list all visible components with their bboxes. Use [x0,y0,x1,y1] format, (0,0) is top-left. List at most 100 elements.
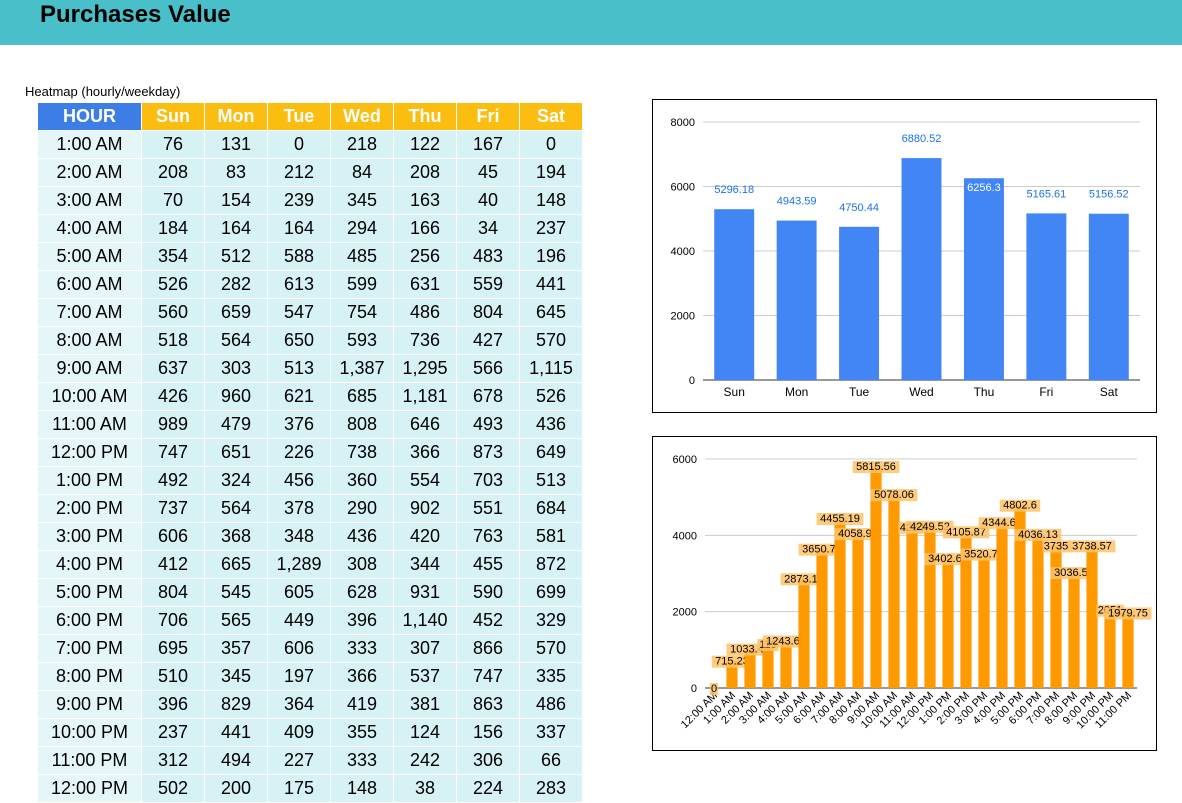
value-cell: 345 [204,662,268,691]
bar [942,558,954,688]
day-column-header: Tue [267,102,331,131]
table-row: 1:00 PM 492 324 456 360 554 703 513 [37,466,583,495]
value-cell: 502 [141,774,205,803]
bar [762,644,774,688]
value-cell: 329 [519,606,583,635]
data-label: 5165.61 [1026,188,1066,200]
hour-cell: 12:00 PM [37,774,142,803]
hour-cell: 6:00 PM [37,606,142,635]
bar [852,533,864,688]
value-cell: 606 [141,522,205,551]
value-cell: 566 [456,354,520,383]
hour-cell: 5:00 AM [37,242,142,271]
value-cell: 1,140 [393,606,457,635]
value-cell: 570 [519,634,583,663]
data-label: 5156.52 [1089,189,1129,201]
value-cell: 590 [456,578,520,607]
value-cell: 40 [456,186,520,215]
bar [1050,545,1062,688]
y-tick-label: 8000 [671,117,695,129]
value-cell: 237 [519,214,583,243]
hour-cell: 11:00 AM [37,410,142,439]
bar [1026,213,1067,380]
value-cell: 628 [330,578,394,607]
value-cell: 456 [267,466,331,495]
value-cell: 212 [267,158,331,187]
value-cell: 333 [330,746,394,775]
data-label-bg [711,655,753,668]
value-cell: 200 [204,774,268,803]
value-cell: 526 [141,270,205,299]
data-label: 3735 [1044,540,1068,552]
value-cell: 197 [267,662,331,691]
value-cell: 645 [519,298,583,327]
value-cell: 357 [204,634,268,663]
table-row: 12:00 PM 747 651 226 738 366 873 649 [37,438,583,467]
value-cell: 545 [204,578,268,607]
value-cell: 167 [456,130,520,159]
value-cell: 324 [204,466,268,495]
value-cell: 449 [267,606,331,635]
y-tick-label: 6000 [671,182,695,194]
data-label-bg [960,548,1008,561]
data-label: 4802.6 [1003,500,1037,512]
value-cell: 564 [204,494,268,523]
table-row: 2:00 AM 208 83 212 84 208 45 194 [37,158,583,187]
value-cell: 631 [393,270,457,299]
value-cell: 208 [141,158,205,187]
bar [906,526,918,688]
value-cell: 360 [330,466,394,495]
value-cell: 1,387 [330,354,394,383]
day-column-header: Wed [330,102,394,131]
bar [726,660,738,688]
table-row: 6:00 AM 526 282 613 599 631 559 441 [37,270,583,299]
value-cell: 646 [393,410,457,439]
x-tick-label: Sun [724,385,745,399]
hour-cell: 4:00 AM [37,214,142,243]
bar [714,209,755,380]
data-label: 4455.19 [820,513,860,525]
table-row: 7:00 AM 560 659 547 754 486 804 645 [37,298,583,327]
value-cell: 333 [330,634,394,663]
value-cell: 208 [393,158,457,187]
table-row: 2:00 PM 737 564 378 290 902 551 684 [37,494,583,523]
value-cell: 551 [456,494,520,523]
day-column-header: Fri [456,102,520,131]
value-cell: 455 [456,550,520,579]
value-cell: 605 [267,578,331,607]
value-cell: 366 [393,438,457,467]
hour-cell: 5:00 PM [37,578,142,607]
hour-cell: 2:00 AM [37,158,142,187]
data-label: 5296.18 [714,184,754,196]
value-cell: 613 [267,270,331,299]
value-cell: 754 [330,298,394,327]
value-cell: 227 [267,746,331,775]
value-cell: 294 [330,214,394,243]
data-label: 5078.06 [874,489,914,501]
table-row: 12:00 PM 502 200 175 148 38 224 283 [37,774,583,803]
value-cell: 131 [204,130,268,159]
hour-cell: 8:00 AM [37,326,142,355]
data-label-bg [1014,528,1062,541]
value-cell: 312 [141,746,205,775]
value-cell: 348 [267,522,331,551]
bar [1014,504,1026,688]
data-label-bg [1068,540,1116,553]
value-cell: 283 [519,774,583,803]
bar [901,158,942,380]
bar [870,466,882,688]
value-cell: 452 [456,606,520,635]
value-cell: 194 [519,158,583,187]
value-cell: 808 [330,410,394,439]
value-cell: 483 [456,242,520,271]
value-cell: 337 [519,718,583,747]
data-label: 4058.94 [838,528,878,540]
value-cell: 872 [519,550,583,579]
data-label-bg [816,512,864,525]
value-cell: 513 [267,354,331,383]
value-cell: 148 [519,186,583,215]
bar [834,517,846,688]
value-cell: 427 [456,326,520,355]
table-row: 4:00 PM 412 665 1,289 308 344 455 872 [37,550,583,579]
value-cell: 863 [456,690,520,719]
